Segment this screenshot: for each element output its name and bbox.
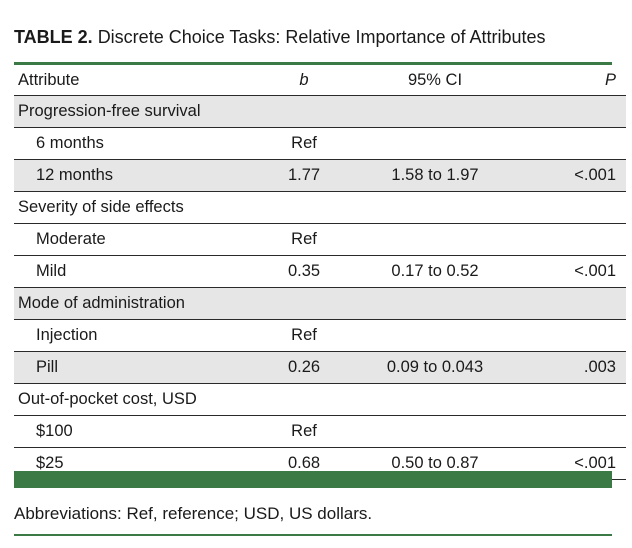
table-row: Moderate Ref (14, 223, 626, 256)
cell-b: Ref (246, 127, 362, 160)
header-row: Attribute b 95% CI P (14, 65, 626, 96)
table-footnote: Abbreviations: Ref, reference; USD, US d… (14, 504, 373, 523)
cell-b: Ref (246, 223, 362, 256)
table-label: TABLE 2. (14, 27, 93, 47)
cell-ci (362, 319, 508, 352)
cell-p: <.001 (508, 159, 626, 192)
cell-ci (362, 191, 508, 224)
table-group-row: Out-of-pocket cost, USD (14, 383, 626, 416)
cell-b (246, 191, 362, 224)
table-caption: Discrete Choice Tasks: Relative Importan… (97, 27, 546, 47)
table-row: Pill 0.26 0.09 to 0.043.003 (14, 351, 626, 384)
cell-b (246, 287, 362, 320)
cell-p (508, 319, 626, 352)
cell-p: <.001 (508, 255, 626, 288)
table-row: 12 months 1.77 1.58 to 1.97 <.001 (14, 159, 626, 192)
cell-b (246, 95, 362, 128)
table-title: TABLE 2. Discrete Choice Tasks: Relative… (14, 27, 546, 48)
cell-b: 0.26 (246, 351, 362, 384)
cell-ci (362, 223, 508, 256)
cell-attribute: 6 months (14, 127, 246, 160)
col-header-attribute: Attribute (14, 65, 246, 96)
cell-b: 1.77 (246, 159, 362, 192)
col-header-ci: 95% CI (362, 65, 508, 96)
table-row: Injection Ref (14, 319, 626, 352)
cell-attribute: Out-of-pocket cost, USD (14, 383, 246, 416)
cell-p (508, 415, 626, 448)
cell-ci: 0.17 to 0.52 (362, 255, 508, 288)
table-row: $100 Ref (14, 415, 626, 448)
cell-ci: 0.09 to 0.043 (362, 351, 508, 384)
cell-attribute: Progression-free survival (14, 95, 246, 128)
bottom-rule (14, 534, 612, 536)
cell-ci (362, 287, 508, 320)
cell-p (508, 95, 626, 128)
table-row: Mild 0.35 0.17 to 0.52 <.001 (14, 255, 626, 288)
cell-attribute: Severity of side effects (14, 191, 246, 224)
cell-b: Ref (246, 319, 362, 352)
cell-p (508, 127, 626, 160)
cell-attribute: 12 months (14, 159, 246, 192)
cell-attribute: Mild (14, 255, 246, 288)
attributes-table: Attribute b 95% CI P Progression-free su… (14, 65, 626, 480)
cell-b: Ref (246, 415, 362, 448)
cell-attribute: Injection (14, 319, 246, 352)
cell-attribute: Moderate (14, 223, 246, 256)
col-header-b: b (246, 65, 362, 96)
cell-p (508, 191, 626, 224)
table-group-row: Mode of administration (14, 287, 626, 320)
table-group-row: Progression-free survival (14, 95, 626, 128)
cell-p (508, 383, 626, 416)
top-rule (14, 62, 612, 65)
cell-b (246, 383, 362, 416)
cell-ci: 1.58 to 1.97 (362, 159, 508, 192)
cell-ci (362, 127, 508, 160)
col-header-p: P (508, 65, 626, 96)
cell-b: 0.35 (246, 255, 362, 288)
cell-p (508, 287, 626, 320)
cell-p: .003 (508, 351, 626, 384)
table-row: 6 months Ref (14, 127, 626, 160)
cell-attribute: Mode of administration (14, 287, 246, 320)
cell-ci (362, 95, 508, 128)
cell-ci (362, 415, 508, 448)
cell-p (508, 223, 626, 256)
cell-attribute: $100 (14, 415, 246, 448)
table-group-row: Severity of side effects (14, 191, 626, 224)
cell-ci (362, 383, 508, 416)
bottom-bar (14, 471, 612, 488)
cell-attribute: Pill (14, 351, 246, 384)
